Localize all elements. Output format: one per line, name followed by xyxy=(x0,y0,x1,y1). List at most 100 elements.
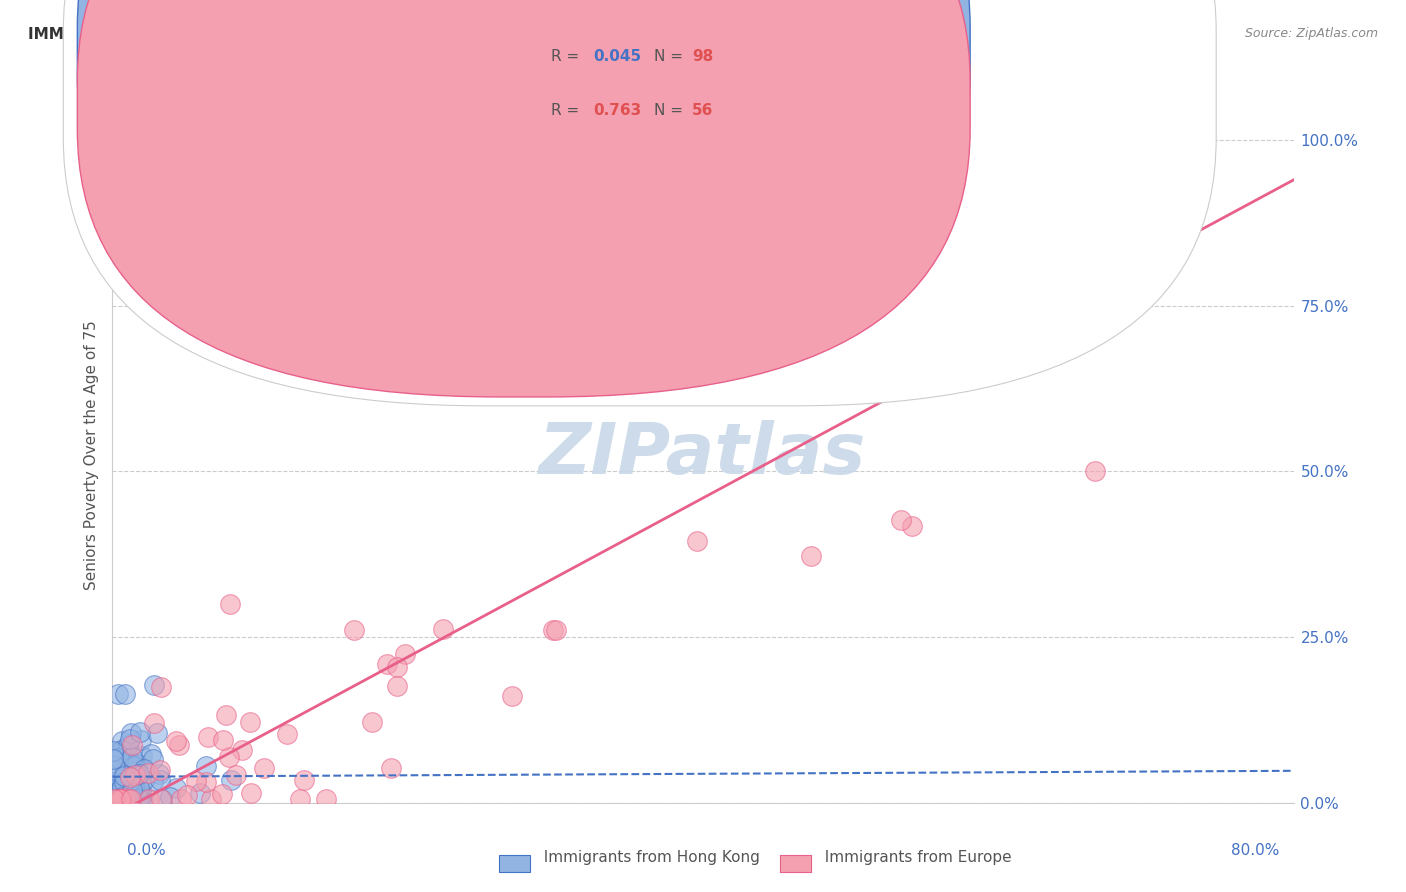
Point xyxy=(103,752,125,766)
Point xyxy=(343,624,366,638)
Point xyxy=(125,764,148,779)
Point xyxy=(105,792,128,806)
Point xyxy=(122,791,145,805)
Point xyxy=(188,785,211,799)
Point xyxy=(131,783,153,797)
Point xyxy=(105,792,128,806)
Text: 98: 98 xyxy=(692,49,713,64)
Point xyxy=(110,776,132,790)
Point xyxy=(138,792,160,806)
Point xyxy=(150,792,173,806)
Text: Source: ZipAtlas.com: Source: ZipAtlas.com xyxy=(1244,27,1378,40)
Point xyxy=(184,774,207,789)
Point xyxy=(120,792,142,806)
Point xyxy=(394,647,416,661)
Point xyxy=(112,766,135,780)
Text: Immigrants from Hong Kong: Immigrants from Hong Kong xyxy=(534,850,761,865)
Point xyxy=(195,775,218,789)
Point xyxy=(149,680,172,694)
Point xyxy=(114,761,136,775)
Point xyxy=(225,768,247,782)
Point xyxy=(129,733,152,747)
Text: Immigrants from Europe: Immigrants from Europe xyxy=(815,850,1012,865)
Point xyxy=(105,785,128,799)
Point xyxy=(124,792,146,806)
Text: ZIPatlas: ZIPatlas xyxy=(540,420,866,490)
Point xyxy=(112,774,135,789)
Point xyxy=(1178,133,1201,147)
Point xyxy=(128,766,150,780)
Point xyxy=(120,773,142,788)
Point xyxy=(124,773,146,788)
Point xyxy=(118,792,141,806)
Point xyxy=(107,792,129,806)
Point xyxy=(142,716,165,731)
Point xyxy=(149,763,172,777)
Point xyxy=(112,792,135,806)
Point xyxy=(118,772,141,787)
Point xyxy=(121,783,143,797)
Point xyxy=(127,792,149,806)
Point xyxy=(122,780,145,794)
Point xyxy=(103,784,125,798)
Point xyxy=(111,734,134,748)
Text: 0.0%: 0.0% xyxy=(127,843,166,858)
Point xyxy=(110,792,132,806)
Point xyxy=(176,788,198,802)
Point xyxy=(112,774,135,789)
Point xyxy=(165,780,187,795)
Point xyxy=(239,715,262,730)
Point xyxy=(131,749,153,764)
Point xyxy=(380,761,402,775)
Point xyxy=(120,726,142,740)
Point xyxy=(107,777,129,791)
Point xyxy=(104,752,127,766)
Point xyxy=(108,788,131,802)
Point xyxy=(120,770,142,784)
Point xyxy=(219,597,242,611)
Point xyxy=(292,772,315,787)
Point xyxy=(112,787,135,801)
Point xyxy=(110,742,132,756)
Point xyxy=(231,742,253,756)
Point xyxy=(107,687,129,701)
Point xyxy=(115,780,138,794)
Point xyxy=(117,791,139,805)
Point xyxy=(252,761,274,775)
Point xyxy=(117,789,139,804)
Y-axis label: Seniors Poverty Over the Age of 75: Seniors Poverty Over the Age of 75 xyxy=(83,320,98,590)
Point xyxy=(114,791,136,805)
Point xyxy=(143,678,166,692)
Point xyxy=(128,724,150,739)
Point xyxy=(129,787,152,801)
Point xyxy=(110,782,132,797)
Point xyxy=(129,792,152,806)
Point xyxy=(121,738,143,752)
Point xyxy=(114,687,136,701)
Text: R =: R = xyxy=(551,103,585,118)
Point xyxy=(240,786,263,800)
Point xyxy=(110,786,132,800)
Point xyxy=(111,779,134,793)
Point xyxy=(136,766,159,780)
Point xyxy=(117,738,139,752)
Point xyxy=(121,780,143,795)
Point xyxy=(129,792,152,806)
Point xyxy=(148,767,170,781)
Point xyxy=(211,787,233,801)
Point xyxy=(128,781,150,796)
Point xyxy=(149,773,172,788)
Point xyxy=(134,762,156,776)
Point xyxy=(120,766,142,780)
Point xyxy=(122,789,145,804)
Point xyxy=(105,774,128,789)
Point xyxy=(110,792,132,806)
Text: N =: N = xyxy=(654,103,688,118)
Point xyxy=(159,789,181,804)
Point xyxy=(107,751,129,765)
Point xyxy=(108,784,131,798)
Point xyxy=(546,623,568,637)
Point xyxy=(901,519,924,533)
Point xyxy=(215,707,238,722)
Point xyxy=(105,792,128,806)
